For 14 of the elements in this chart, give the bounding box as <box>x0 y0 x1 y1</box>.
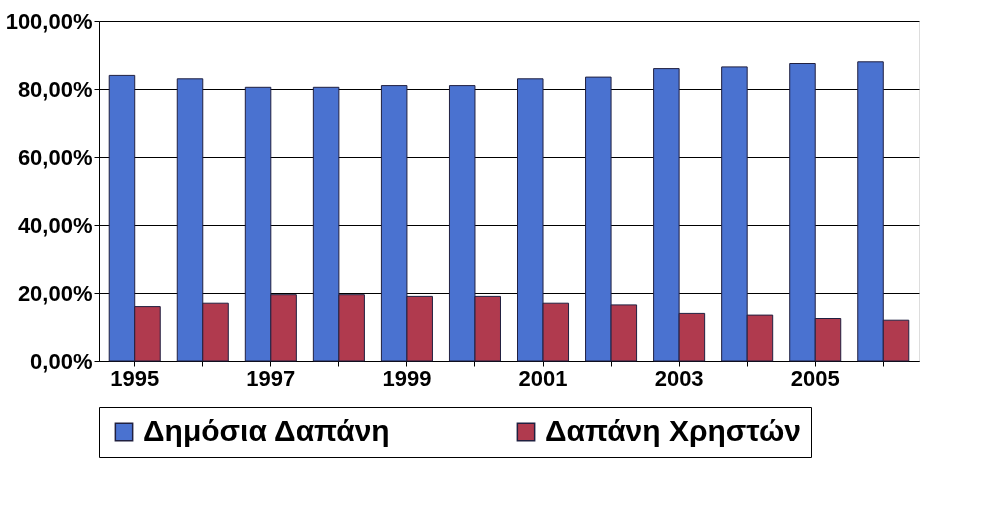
x-tick-label: 1997 <box>246 365 296 391</box>
legend-label: Δαπάνη Χρηστών <box>545 414 801 447</box>
y-tick-label: 100,00% <box>5 8 93 34</box>
y-tick-label: 0,00% <box>30 348 93 374</box>
x-tick-label: 2003 <box>654 365 704 391</box>
y-tick-label: 80,00% <box>17 76 93 102</box>
x-tick-label: 1999 <box>382 365 432 391</box>
x-tick-label: 1995 <box>110 365 160 391</box>
legend-label: Δημόσια Δαπάνη <box>143 414 390 447</box>
x-tick-label: 2005 <box>790 365 840 391</box>
x-tick-label: 2001 <box>518 365 568 391</box>
y-tick-label: 20,00% <box>17 280 93 306</box>
y-tick-label: 40,00% <box>17 212 93 238</box>
y-tick-label: 60,00% <box>17 144 93 170</box>
